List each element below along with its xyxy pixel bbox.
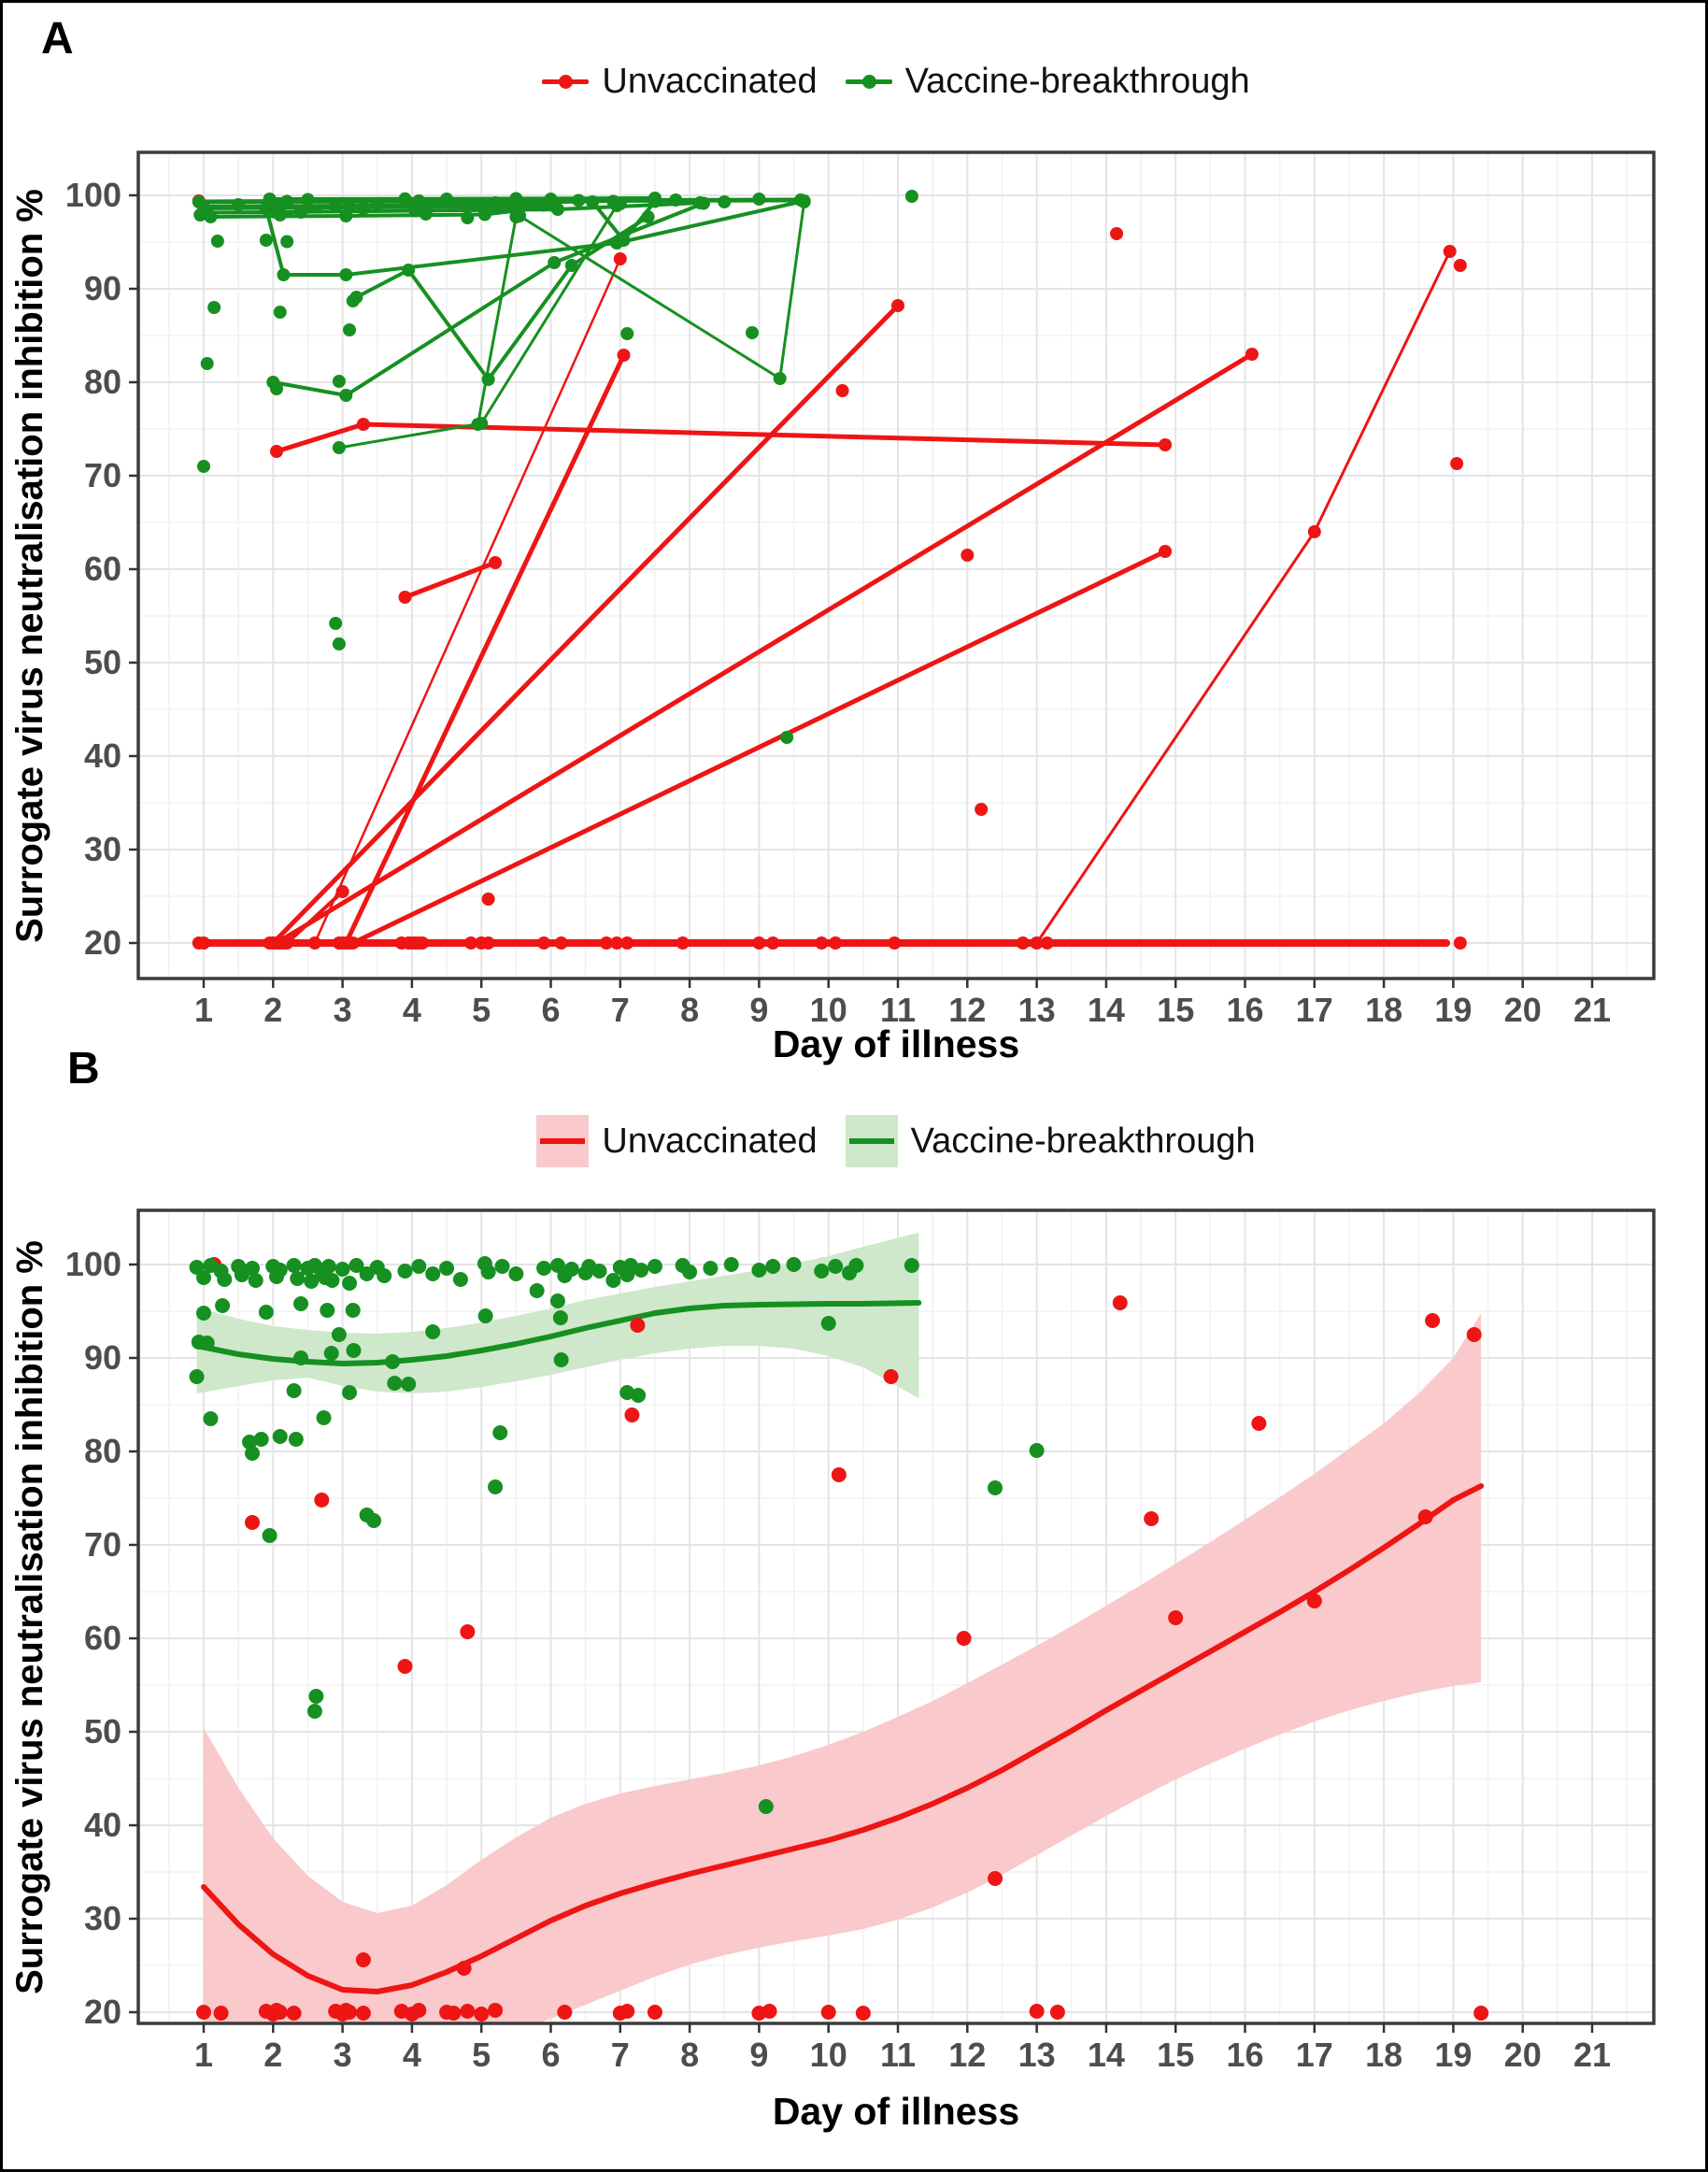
svg-text:6: 6 — [541, 991, 560, 1029]
svg-text:20: 20 — [1504, 991, 1542, 1029]
svg-text:20: 20 — [1504, 2036, 1542, 2074]
svg-text:30: 30 — [84, 830, 121, 868]
panel-b-legend: Unvaccinated Vaccine-breakthrough — [138, 1114, 1654, 1168]
legend-key-dot — [559, 75, 574, 89]
svg-text:70: 70 — [84, 1525, 121, 1564]
legend-item-vaccine-breakthrough: Vaccine-breakthrough — [845, 1115, 1256, 1167]
legend-label-unvaccinated: Unvaccinated — [602, 61, 818, 101]
legend-item-unvaccinated: Unvaccinated — [536, 1115, 818, 1167]
svg-text:2: 2 — [263, 2036, 282, 2074]
panel-b-label: B — [67, 1044, 100, 1093]
legend-key-dot — [861, 75, 876, 89]
svg-text:80: 80 — [84, 1432, 121, 1470]
svg-text:17: 17 — [1296, 991, 1333, 1029]
svg-text:8: 8 — [680, 2036, 699, 2074]
svg-text:12: 12 — [948, 2036, 986, 2074]
svg-text:13: 13 — [1018, 2036, 1056, 2074]
svg-text:12: 12 — [948, 991, 986, 1029]
svg-text:16: 16 — [1226, 991, 1263, 1029]
svg-text:5: 5 — [472, 2036, 491, 2074]
svg-text:9: 9 — [749, 2036, 768, 2074]
legend-item-vaccine-breakthrough: Vaccine-breakthrough — [845, 61, 1250, 102]
svg-text:3: 3 — [334, 2036, 352, 2074]
svg-text:2: 2 — [263, 991, 282, 1029]
svg-text:6: 6 — [541, 2036, 560, 2074]
svg-text:7: 7 — [611, 2036, 630, 2074]
svg-text:20: 20 — [84, 923, 121, 962]
svg-text:21: 21 — [1573, 2036, 1611, 2074]
svg-text:80: 80 — [84, 363, 121, 401]
svg-text:30: 30 — [84, 1899, 121, 1937]
svg-text:1: 1 — [194, 2036, 213, 2074]
svg-text:16: 16 — [1226, 2036, 1263, 2074]
svg-text:11: 11 — [880, 2036, 916, 2074]
svg-text:70: 70 — [84, 456, 121, 494]
panel-b-y-axis-title: Surrogate virus neutralisation inhibitio… — [8, 1239, 50, 1994]
legend-item-unvaccinated: Unvaccinated — [542, 61, 818, 102]
unvaccinated-line-dot-key — [542, 69, 590, 93]
svg-text:14: 14 — [1088, 991, 1125, 1029]
legend-key-line — [540, 1138, 586, 1144]
unvaccinated-ribbon-key — [536, 1115, 590, 1167]
svg-text:18: 18 — [1365, 991, 1402, 1029]
svg-text:1: 1 — [194, 991, 213, 1029]
svg-text:20: 20 — [84, 1993, 121, 2031]
svg-text:8: 8 — [680, 991, 699, 1029]
panel-b-x-axis-title: Day of illness — [772, 2090, 1020, 2133]
vaccine-breakthrough-line-dot-key — [845, 69, 892, 93]
svg-text:50: 50 — [84, 1712, 121, 1750]
svg-text:21: 21 — [1573, 991, 1611, 1029]
svg-text:19: 19 — [1434, 2036, 1472, 2074]
svg-text:60: 60 — [84, 550, 121, 588]
svg-text:7: 7 — [611, 991, 630, 1029]
panel-a-y-axis-title: Surrogate virus neutralisation inhibitio… — [8, 188, 50, 943]
svg-text:15: 15 — [1157, 991, 1194, 1029]
svg-text:18: 18 — [1365, 2036, 1402, 2074]
svg-text:100: 100 — [65, 1245, 121, 1283]
svg-text:90: 90 — [84, 1338, 121, 1377]
legend-key-line — [848, 1138, 894, 1144]
svg-text:5: 5 — [472, 991, 491, 1029]
panel-a-x-axis-title: Day of illness — [772, 1022, 1020, 1065]
svg-text:14: 14 — [1088, 2036, 1125, 2074]
svg-text:9: 9 — [749, 991, 768, 1029]
svg-text:4: 4 — [403, 2036, 421, 2074]
legend-label-vaccine-breakthrough: Vaccine-breakthrough — [910, 1121, 1256, 1161]
svg-text:50: 50 — [84, 643, 121, 681]
svg-text:40: 40 — [84, 736, 121, 775]
svg-text:13: 13 — [1018, 991, 1056, 1029]
panel-a-legend: Unvaccinated Vaccine-breakthrough — [138, 58, 1654, 105]
vaccine-breakthrough-ribbon-key — [845, 1115, 898, 1167]
svg-text:10: 10 — [810, 991, 847, 1029]
legend-label-vaccine-breakthrough: Vaccine-breakthrough — [904, 61, 1250, 101]
svg-text:90: 90 — [84, 269, 121, 307]
svg-text:60: 60 — [84, 1619, 121, 1657]
svg-text:4: 4 — [403, 991, 421, 1029]
svg-text:15: 15 — [1157, 2036, 1194, 2074]
panel-a-label: A — [41, 14, 74, 64]
svg-text:11: 11 — [880, 991, 916, 1029]
svg-text:40: 40 — [84, 1806, 121, 1844]
svg-text:100: 100 — [65, 176, 121, 214]
svg-text:17: 17 — [1296, 2036, 1333, 2074]
legend-label-unvaccinated: Unvaccinated — [602, 1121, 818, 1161]
svg-text:19: 19 — [1434, 991, 1472, 1029]
svg-text:10: 10 — [810, 2036, 847, 2074]
svg-text:3: 3 — [334, 991, 352, 1029]
